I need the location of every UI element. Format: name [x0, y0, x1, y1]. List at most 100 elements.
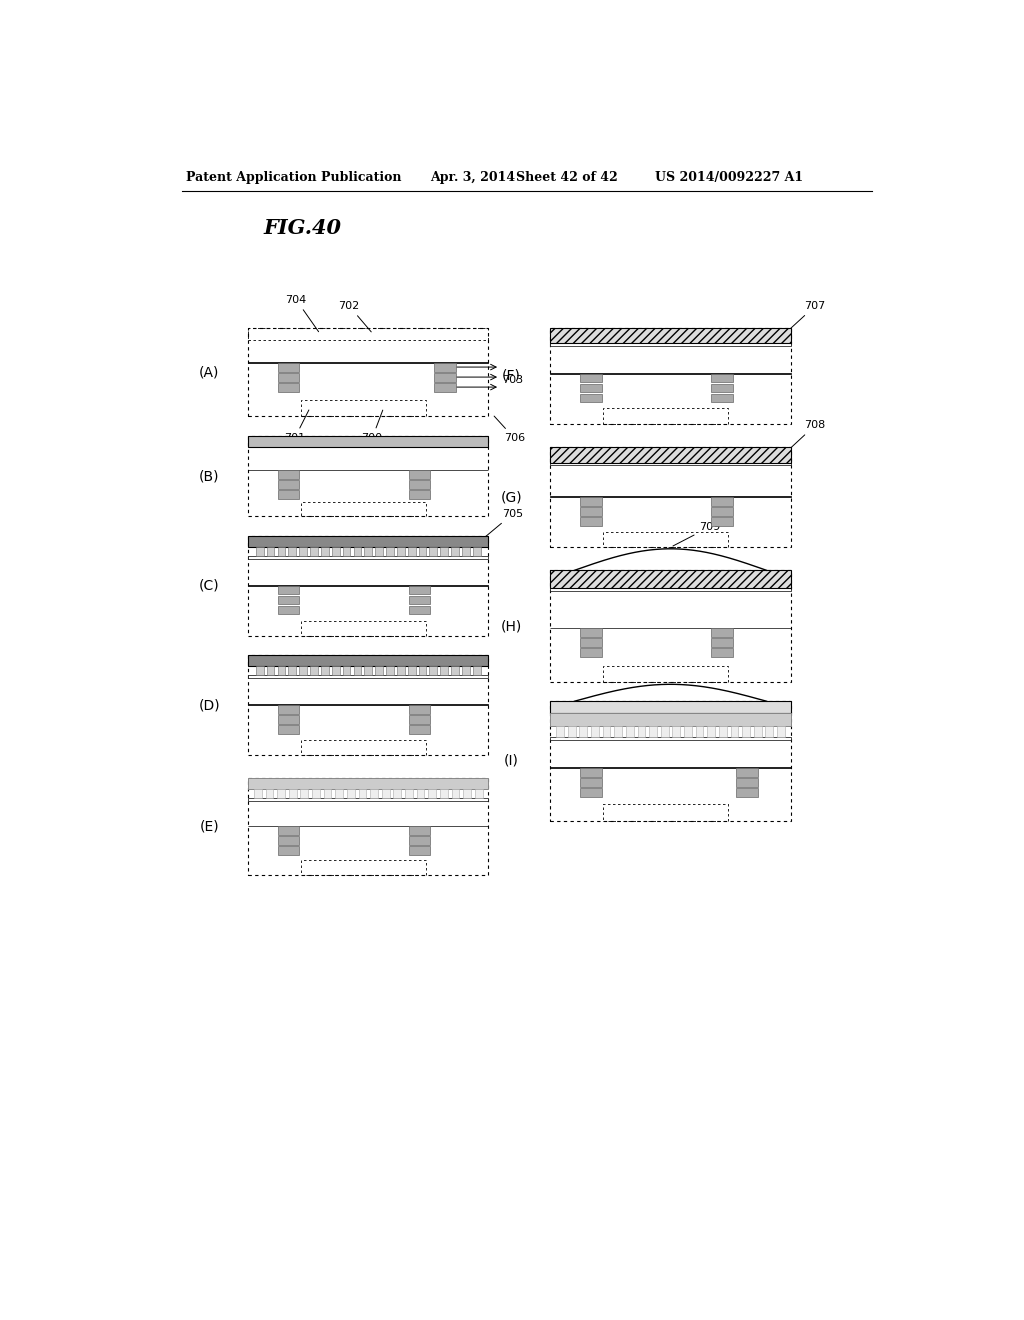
Bar — [580, 374, 601, 383]
Bar — [248, 536, 488, 636]
Bar — [278, 667, 286, 675]
Bar — [462, 667, 470, 675]
Bar — [580, 639, 601, 647]
Bar — [711, 374, 732, 383]
Bar — [556, 726, 564, 737]
Bar — [452, 789, 460, 797]
Bar — [409, 595, 430, 605]
Bar — [301, 620, 426, 636]
Bar — [332, 546, 340, 556]
Text: (E): (E) — [200, 820, 219, 833]
Bar — [409, 586, 430, 594]
Bar — [278, 705, 299, 714]
Bar — [550, 447, 791, 548]
Bar — [409, 480, 430, 488]
Bar — [580, 507, 601, 516]
Bar — [638, 726, 645, 737]
Bar — [299, 546, 307, 556]
Text: FIG.40: FIG.40 — [263, 218, 342, 238]
Text: 703: 703 — [503, 375, 523, 385]
Bar — [550, 701, 791, 713]
Bar — [278, 383, 299, 392]
Bar — [248, 675, 488, 678]
Bar — [684, 726, 692, 737]
Bar — [580, 768, 601, 776]
Bar — [736, 788, 758, 796]
Bar — [550, 327, 791, 424]
Bar — [289, 546, 296, 556]
Bar — [386, 667, 394, 675]
Text: US 2014/0092227 A1: US 2014/0092227 A1 — [655, 172, 803, 185]
Bar — [711, 507, 732, 516]
Bar — [409, 705, 430, 714]
Bar — [343, 667, 350, 675]
Bar — [409, 470, 430, 479]
Bar — [256, 667, 263, 675]
Bar — [550, 713, 791, 726]
Bar — [299, 667, 307, 675]
Bar — [365, 546, 372, 556]
Bar — [603, 667, 728, 682]
Bar — [742, 726, 750, 737]
Bar — [580, 788, 601, 796]
Bar — [386, 546, 394, 556]
Bar — [603, 726, 610, 737]
Bar — [335, 789, 343, 797]
Bar — [332, 667, 340, 675]
Bar — [278, 606, 299, 614]
Bar — [248, 779, 488, 875]
Bar — [310, 667, 317, 675]
Text: 702: 702 — [338, 301, 372, 331]
Bar — [256, 546, 263, 556]
Bar — [434, 383, 456, 392]
Bar — [463, 789, 471, 797]
Bar — [550, 327, 791, 343]
Bar — [777, 726, 784, 737]
Bar — [626, 726, 634, 737]
Bar — [711, 517, 732, 525]
Text: (I): (I) — [504, 754, 519, 768]
Bar — [550, 570, 791, 682]
Bar — [568, 726, 575, 737]
Bar — [248, 327, 488, 416]
Bar — [278, 846, 299, 855]
Bar — [409, 491, 430, 499]
Bar — [406, 789, 413, 797]
Bar — [312, 789, 319, 797]
Text: 704: 704 — [286, 294, 318, 331]
Bar — [765, 726, 773, 737]
Bar — [550, 343, 791, 346]
Bar — [353, 667, 361, 675]
Bar — [278, 826, 299, 834]
Bar — [409, 606, 430, 614]
Bar — [429, 546, 437, 556]
Bar — [473, 667, 480, 675]
Bar — [660, 726, 669, 737]
Bar — [695, 726, 703, 737]
Bar — [321, 546, 329, 556]
Bar — [649, 726, 657, 737]
Bar — [278, 363, 299, 372]
Bar — [301, 741, 426, 755]
Bar — [278, 586, 299, 594]
Bar — [300, 789, 308, 797]
Bar — [278, 546, 286, 556]
Bar — [603, 804, 728, 821]
Text: Sheet 42 of 42: Sheet 42 of 42 — [515, 172, 617, 185]
Bar — [248, 436, 488, 516]
Bar — [434, 374, 456, 381]
Bar — [475, 789, 482, 797]
Bar — [580, 777, 601, 787]
Bar — [248, 436, 488, 447]
Text: 708: 708 — [785, 420, 825, 453]
Text: (H): (H) — [501, 619, 522, 634]
Bar — [248, 536, 488, 546]
Bar — [580, 517, 601, 525]
Bar — [419, 667, 426, 675]
Text: (A): (A) — [200, 366, 219, 379]
Bar — [591, 726, 599, 737]
Text: (B): (B) — [199, 469, 219, 483]
Bar — [711, 393, 732, 403]
Bar — [353, 546, 361, 556]
Bar — [452, 546, 459, 556]
